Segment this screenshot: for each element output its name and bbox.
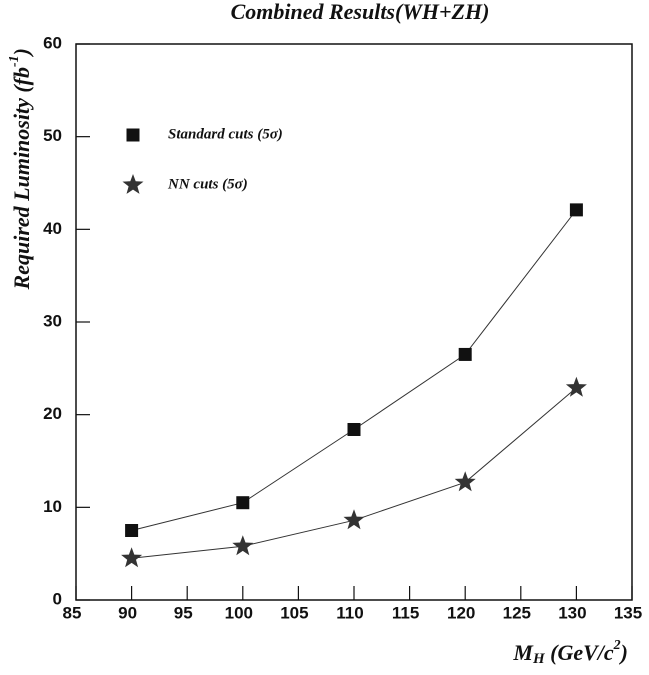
data-point xyxy=(565,376,587,397)
y-tick-label: 20 xyxy=(43,404,62,423)
series-line xyxy=(131,387,577,559)
data-point xyxy=(121,547,143,568)
y-tick-label: 30 xyxy=(43,311,62,330)
x-tick-label: 135 xyxy=(614,603,642,622)
y-label-part: Required Luminosity (fb xyxy=(9,67,34,290)
legend-label: NN cuts (5σ) xyxy=(167,176,248,192)
data-point xyxy=(458,347,472,361)
x-tick-label: 130 xyxy=(558,603,586,622)
data-point xyxy=(343,509,365,530)
y-label-part: -1 xyxy=(7,55,22,67)
y-tick-label: 0 xyxy=(53,589,62,608)
x-tick-label: 95 xyxy=(174,603,193,622)
y-tick-label: 50 xyxy=(43,126,62,145)
data-point xyxy=(125,524,139,537)
data-point xyxy=(347,422,361,436)
series-line xyxy=(131,209,577,531)
x-tick-label: 115 xyxy=(392,603,419,622)
x-tick-label: 100 xyxy=(225,603,253,622)
legend-label: Standard cuts (5σ) xyxy=(168,126,283,142)
x-label-part: ) xyxy=(619,640,628,665)
legend-marker xyxy=(126,128,140,142)
x-tick-label: 125 xyxy=(503,603,531,622)
x-tick-label: 110 xyxy=(336,603,363,622)
x-tick-label: 85 xyxy=(63,603,82,622)
y-label-part: ) xyxy=(9,48,34,57)
y-tick-label: 10 xyxy=(43,497,62,516)
y-tick-label: 60 xyxy=(43,33,62,52)
x-label-part: 2 xyxy=(613,638,621,653)
x-tick-label: 105 xyxy=(280,603,308,622)
y-tick-label: 40 xyxy=(43,219,62,238)
x-tick-label: 90 xyxy=(118,603,137,622)
x-label-part: (GeV/c xyxy=(545,640,614,665)
y-axis-label: Required Luminosity (fb-1) xyxy=(7,48,34,290)
x-axis-label: MH (GeV/c2) xyxy=(512,638,628,667)
data-point xyxy=(236,496,250,510)
legend-marker xyxy=(122,174,144,194)
chart-title: Combined Results(WH+ZH) xyxy=(231,0,490,24)
x-label-part: H xyxy=(532,651,546,667)
data-point xyxy=(569,203,583,217)
data-point xyxy=(232,535,254,556)
data-point xyxy=(454,471,476,492)
x-label-part: M xyxy=(512,640,534,665)
x-tick-label: 120 xyxy=(447,603,475,622)
